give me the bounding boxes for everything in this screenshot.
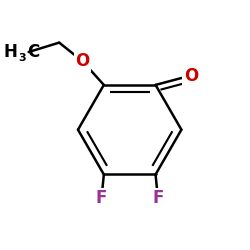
Text: F: F	[96, 189, 107, 207]
Text: H: H	[3, 43, 17, 61]
Text: O: O	[184, 66, 198, 84]
Text: C: C	[27, 43, 39, 61]
Text: F: F	[152, 189, 164, 207]
Text: O: O	[76, 52, 90, 70]
Text: 3: 3	[18, 53, 26, 63]
